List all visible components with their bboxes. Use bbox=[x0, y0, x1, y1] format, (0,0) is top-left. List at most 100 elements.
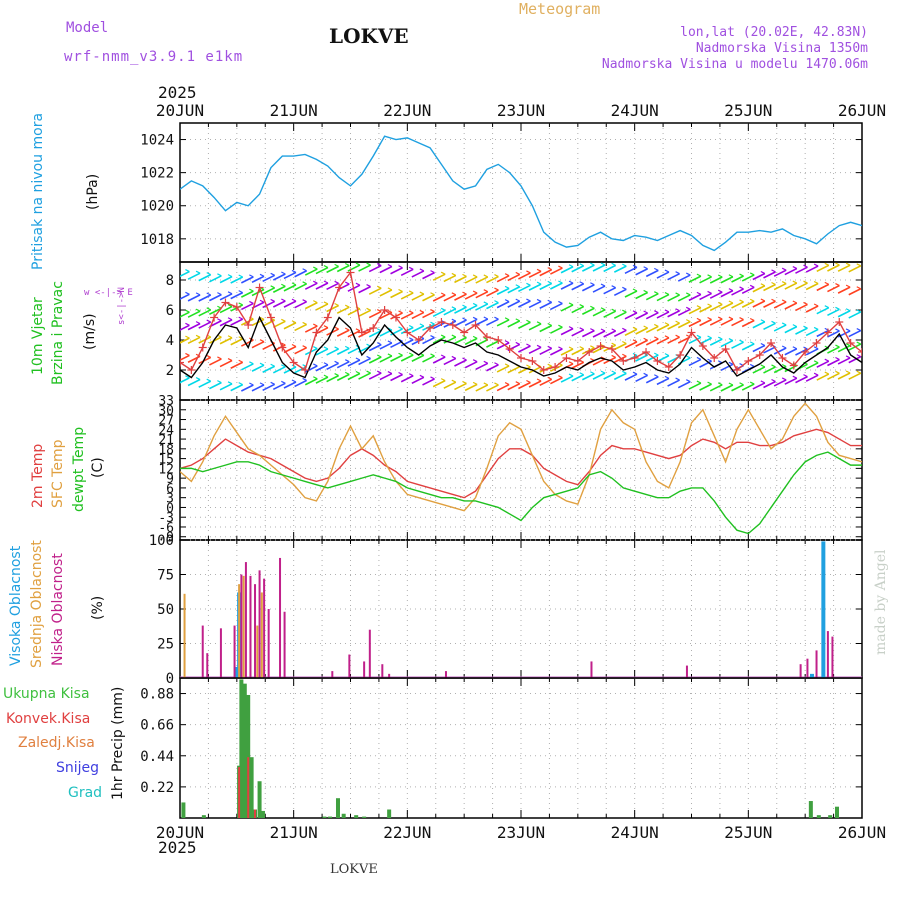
wind-arrow bbox=[667, 310, 680, 318]
wind-arrow bbox=[720, 363, 734, 372]
wind-arrow-head bbox=[632, 264, 638, 268]
wind-arrow-head bbox=[185, 352, 190, 356]
bar-niska-oblacnost bbox=[254, 584, 257, 678]
wind-arrow-head bbox=[430, 335, 435, 339]
wind-arrow bbox=[187, 322, 201, 331]
y-tick-label: 0 bbox=[166, 501, 174, 516]
wind-arrow-head bbox=[824, 305, 830, 309]
wind-arrow bbox=[709, 318, 723, 326]
wind-arrow bbox=[283, 300, 297, 308]
model-name: wrf-nmm_v3.9.1 e1km bbox=[64, 49, 244, 65]
y-tick-label: 1020 bbox=[140, 199, 174, 215]
wind-arrow bbox=[677, 274, 691, 282]
wind-arrow bbox=[731, 341, 744, 349]
wind-arrow-head bbox=[547, 299, 552, 303]
meteogram-label: Meteogram bbox=[519, 0, 601, 18]
wind-arrow bbox=[795, 303, 808, 312]
wind-arrow bbox=[219, 383, 233, 391]
wind-arrow bbox=[230, 276, 244, 284]
y-tick-label: 0.66 bbox=[140, 718, 174, 734]
wind-arrow bbox=[550, 302, 563, 311]
wind-arrow-head bbox=[366, 262, 371, 266]
wind-arrow-head bbox=[749, 317, 755, 322]
wind-arrow bbox=[571, 329, 585, 337]
y-tick-label: 50 bbox=[157, 602, 174, 618]
wind-arrow-head bbox=[195, 334, 201, 338]
wind-arrow bbox=[368, 310, 382, 319]
wind-arrow-head bbox=[600, 370, 606, 374]
wind-arrow-head bbox=[313, 266, 318, 270]
wind-arrow-head bbox=[249, 361, 254, 365]
wind-arrow-head bbox=[611, 262, 616, 266]
wind-arrow bbox=[720, 384, 734, 392]
wind-arrow bbox=[368, 343, 382, 352]
wind-arrow bbox=[304, 282, 318, 290]
year-top: 2025 bbox=[158, 83, 197, 102]
wind-arrow-head bbox=[707, 290, 712, 294]
wind-arrow-head bbox=[206, 378, 211, 382]
wind-arrow bbox=[400, 268, 414, 277]
wind-arrow-head bbox=[611, 370, 616, 374]
wind-arrow bbox=[347, 372, 361, 381]
wind-arrow-head bbox=[547, 267, 552, 271]
wind-arrow bbox=[432, 336, 446, 344]
wind-arrow bbox=[180, 354, 190, 362]
wind-arrow bbox=[613, 288, 627, 297]
wind-arrow-head bbox=[334, 280, 339, 284]
y-tick-label: 30 bbox=[158, 404, 174, 419]
wind-arrow bbox=[518, 284, 531, 293]
wind-arrow-head bbox=[504, 273, 510, 277]
wind-arrow bbox=[219, 275, 233, 284]
bar-niska-oblacnost bbox=[815, 650, 818, 678]
wind-arrow-head bbox=[334, 263, 339, 267]
wind-arrow-head bbox=[355, 328, 361, 332]
wind-arrow-head bbox=[281, 380, 286, 384]
wind-arrow bbox=[635, 312, 648, 320]
wind-arrow bbox=[507, 365, 521, 374]
wind-arrow bbox=[304, 325, 318, 333]
wind-arrow-head bbox=[185, 335, 190, 339]
wind-arrow bbox=[784, 325, 798, 334]
wind-arrow bbox=[486, 340, 499, 348]
wind-arrow-head bbox=[675, 292, 680, 296]
wind-arrow-head bbox=[643, 372, 648, 376]
wind-arrow-head bbox=[494, 316, 499, 320]
wind-arrow-head bbox=[611, 285, 616, 289]
wind-arrow-head bbox=[728, 338, 734, 342]
bar-ukupna-kisa bbox=[834, 806, 839, 818]
wind-arrow-head bbox=[771, 281, 776, 286]
wind-arrow bbox=[699, 360, 712, 368]
wind-arrow-head bbox=[185, 322, 190, 326]
wind-arrow bbox=[240, 384, 254, 392]
wind-arrow bbox=[198, 294, 212, 302]
wind-arrow bbox=[784, 267, 798, 276]
wind-arrow bbox=[198, 273, 212, 282]
wind-arrow-head bbox=[707, 303, 712, 307]
wind-arrow-head bbox=[675, 271, 680, 275]
wind-arrow-head bbox=[526, 298, 531, 302]
wind-arrow bbox=[454, 336, 467, 345]
wind-arrow-head bbox=[185, 375, 190, 379]
y-tick-label: 15 bbox=[158, 453, 174, 468]
wind-arrow bbox=[560, 266, 574, 274]
wind-arrow-head bbox=[259, 299, 265, 303]
wind-arrow bbox=[720, 302, 734, 310]
wind-arrow-head bbox=[302, 377, 307, 381]
y-tick-label: 18 bbox=[158, 443, 174, 458]
wind-arrow-head bbox=[483, 289, 489, 293]
wind-arrow-head bbox=[664, 269, 670, 273]
wind-arrow bbox=[805, 362, 819, 370]
wind-arrow-head bbox=[355, 262, 361, 266]
wind-arrow-head bbox=[558, 324, 563, 328]
wind-arrow bbox=[180, 293, 190, 300]
wind-arrow bbox=[358, 309, 371, 318]
wind-arrow-head bbox=[845, 355, 851, 359]
wind-arrow-head bbox=[344, 359, 350, 363]
wind-arrow bbox=[443, 336, 457, 344]
wind-arrow bbox=[624, 290, 638, 298]
wind-arrow bbox=[294, 300, 307, 309]
wind-arrow-head bbox=[398, 326, 403, 330]
wind-arrow bbox=[528, 283, 542, 291]
wind-arrow bbox=[272, 382, 286, 391]
wind-arrow-head bbox=[845, 370, 851, 374]
